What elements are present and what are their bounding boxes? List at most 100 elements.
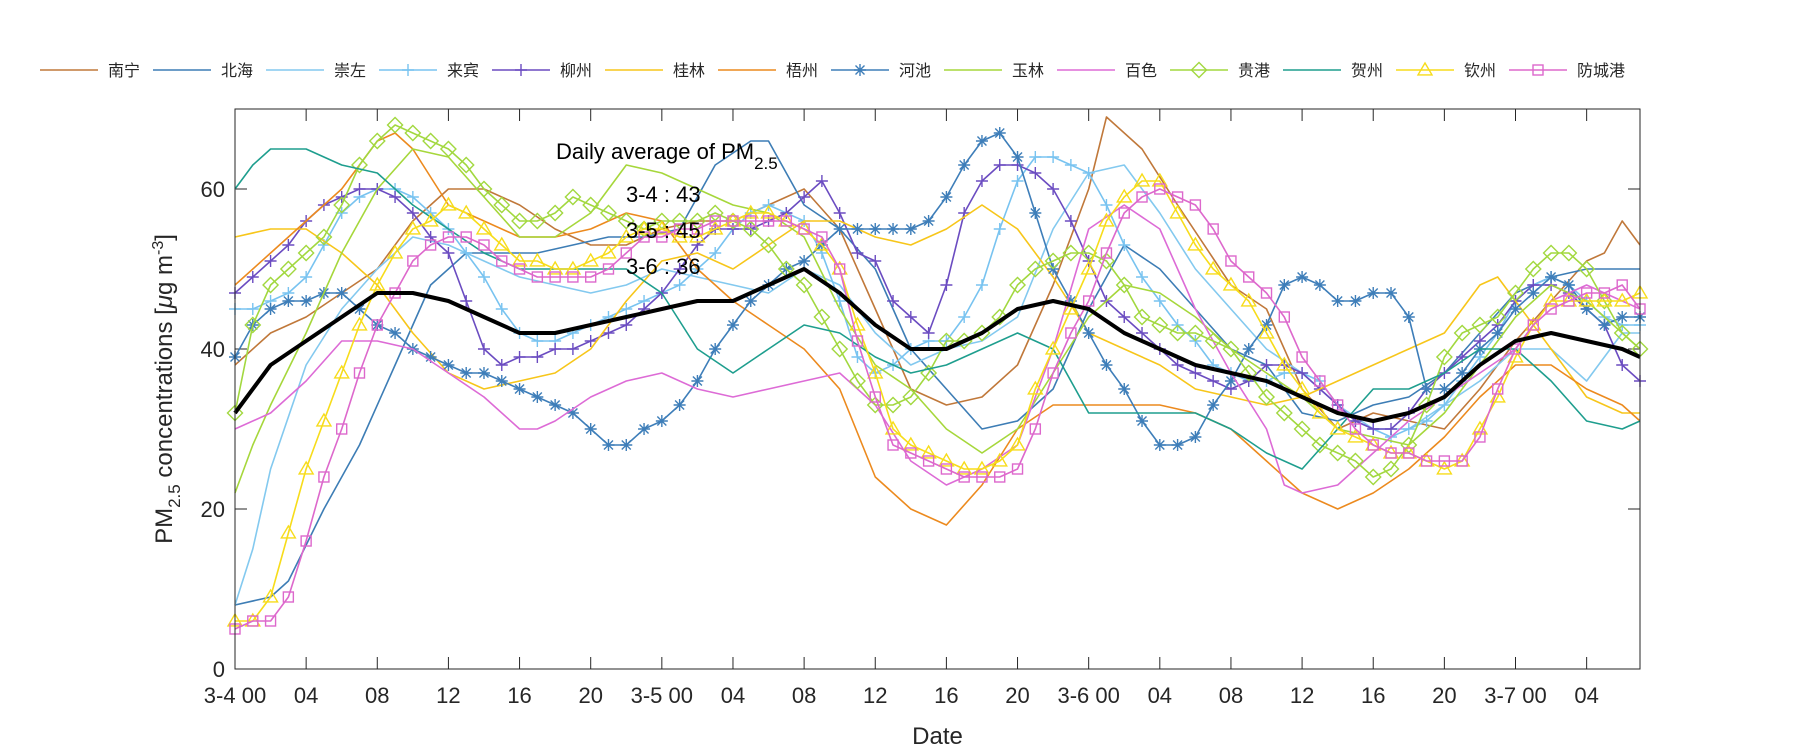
- legend-label: 来宾: [447, 61, 479, 80]
- marker-square: [424, 239, 437, 251]
- marker-square: [549, 271, 561, 283]
- marker-diamond: [1151, 316, 1169, 334]
- marker-triangle: [991, 452, 1008, 467]
- marker-diamond: [1329, 444, 1347, 462]
- marker-star: [1367, 287, 1380, 299]
- marker-square: [833, 263, 846, 275]
- marker-triangle: [1204, 260, 1222, 275]
- ylabel-sup: -3: [150, 241, 167, 255]
- marker-star: [264, 303, 277, 315]
- legend-label: 北海: [221, 61, 253, 80]
- marker-diamond: [1471, 316, 1489, 334]
- marker-triangle: [867, 364, 884, 379]
- legend-item: 钦州: [1396, 61, 1496, 80]
- marker-square: [798, 223, 810, 235]
- y-tick-label: 20: [201, 497, 225, 522]
- marker-diamond: [831, 340, 849, 358]
- x-tick-label: 04: [294, 683, 318, 708]
- series-贺州: [234, 148, 1641, 470]
- series-line: [233, 267, 1641, 423]
- marker-triangle: [1416, 61, 1434, 76]
- marker-star: [353, 303, 366, 315]
- marker-plus: [1385, 423, 1398, 435]
- marker-plus: [869, 255, 882, 267]
- plot-frame: [234, 108, 1641, 670]
- marker-triangle: [760, 204, 777, 219]
- marker-diamond: [351, 156, 368, 174]
- marker-star: [1171, 439, 1184, 451]
- marker-triangle: [1222, 276, 1240, 291]
- x-tick-label: 3-4 00: [204, 683, 266, 708]
- marker-triangle: [1027, 380, 1044, 395]
- marker-square: [1260, 287, 1273, 299]
- marker-square: [673, 223, 686, 235]
- marker-star: [460, 367, 473, 379]
- marker-diamond: [1222, 340, 1240, 358]
- marker-square: [1243, 271, 1255, 283]
- marker-diamond: [1453, 324, 1471, 342]
- marker-plus: [460, 295, 473, 307]
- marker-diamond: [1115, 276, 1133, 294]
- marker-square: [745, 215, 757, 227]
- series-百色: [234, 204, 1641, 494]
- marker-square: [727, 215, 739, 227]
- marker-plus: [1029, 151, 1042, 163]
- marker-plus: [1082, 167, 1095, 179]
- marker-triangle: [1062, 300, 1080, 315]
- marker-star: [1562, 279, 1575, 291]
- marker-star: [798, 255, 811, 267]
- marker-diamond: [528, 212, 546, 230]
- marker-triangle: [1329, 420, 1346, 435]
- marker-star: [993, 127, 1006, 139]
- marker-plus: [264, 255, 277, 267]
- marker-star: [442, 359, 455, 371]
- marker-plus: [477, 271, 490, 283]
- marker-square: [602, 263, 615, 275]
- marker-square: [1100, 247, 1113, 259]
- marker-square: [247, 615, 259, 627]
- marker-triangle: [386, 244, 404, 259]
- marker-triangle: [440, 196, 457, 211]
- marker-square: [318, 471, 330, 483]
- marker-plus: [1100, 199, 1113, 211]
- marker-plus: [495, 303, 508, 315]
- marker-triangle: [1009, 436, 1026, 451]
- y-tick-labels: 0 20 40 60: [201, 177, 225, 682]
- marker-plus: [442, 247, 455, 259]
- marker-square: [407, 255, 419, 267]
- marker-diamond: [1489, 308, 1507, 326]
- marker-plus: [798, 191, 811, 203]
- marker-square: [1509, 343, 1522, 355]
- marker-diamond: [582, 196, 600, 214]
- marker-plus: [531, 351, 544, 363]
- legend-item: 北海: [153, 61, 253, 80]
- marker-square: [1207, 223, 1219, 235]
- marker-star: [335, 287, 348, 299]
- marker-star: [851, 223, 864, 235]
- marker-triangle: [280, 524, 297, 539]
- marker-square: [1438, 455, 1451, 467]
- legend-label: 贺州: [1351, 61, 1383, 80]
- legend-label: 玉林: [1012, 61, 1044, 80]
- annotation-line-3-5: 3-5 : 45: [626, 218, 701, 243]
- series-line: [234, 204, 1641, 494]
- marker-square: [709, 215, 721, 227]
- marker-square: [1118, 207, 1130, 219]
- marker-plus: [922, 327, 935, 339]
- marker-triangle: [955, 460, 973, 475]
- marker-square: [691, 223, 704, 235]
- marker-star: [940, 191, 953, 203]
- marker-triangle: [422, 212, 439, 227]
- marker-plus: [1171, 359, 1184, 371]
- marker-star: [549, 399, 562, 411]
- marker-triangle: [564, 260, 582, 275]
- marker-diamond: [368, 132, 386, 150]
- marker-star: [1385, 287, 1398, 299]
- legend-item: 贺州: [1283, 61, 1383, 80]
- marker-star: [904, 223, 917, 235]
- marker-square: [513, 263, 526, 275]
- marker-square: [567, 271, 579, 283]
- marker-square: [1029, 423, 1042, 435]
- marker-star: [1420, 383, 1433, 395]
- marker-square: [1532, 64, 1544, 76]
